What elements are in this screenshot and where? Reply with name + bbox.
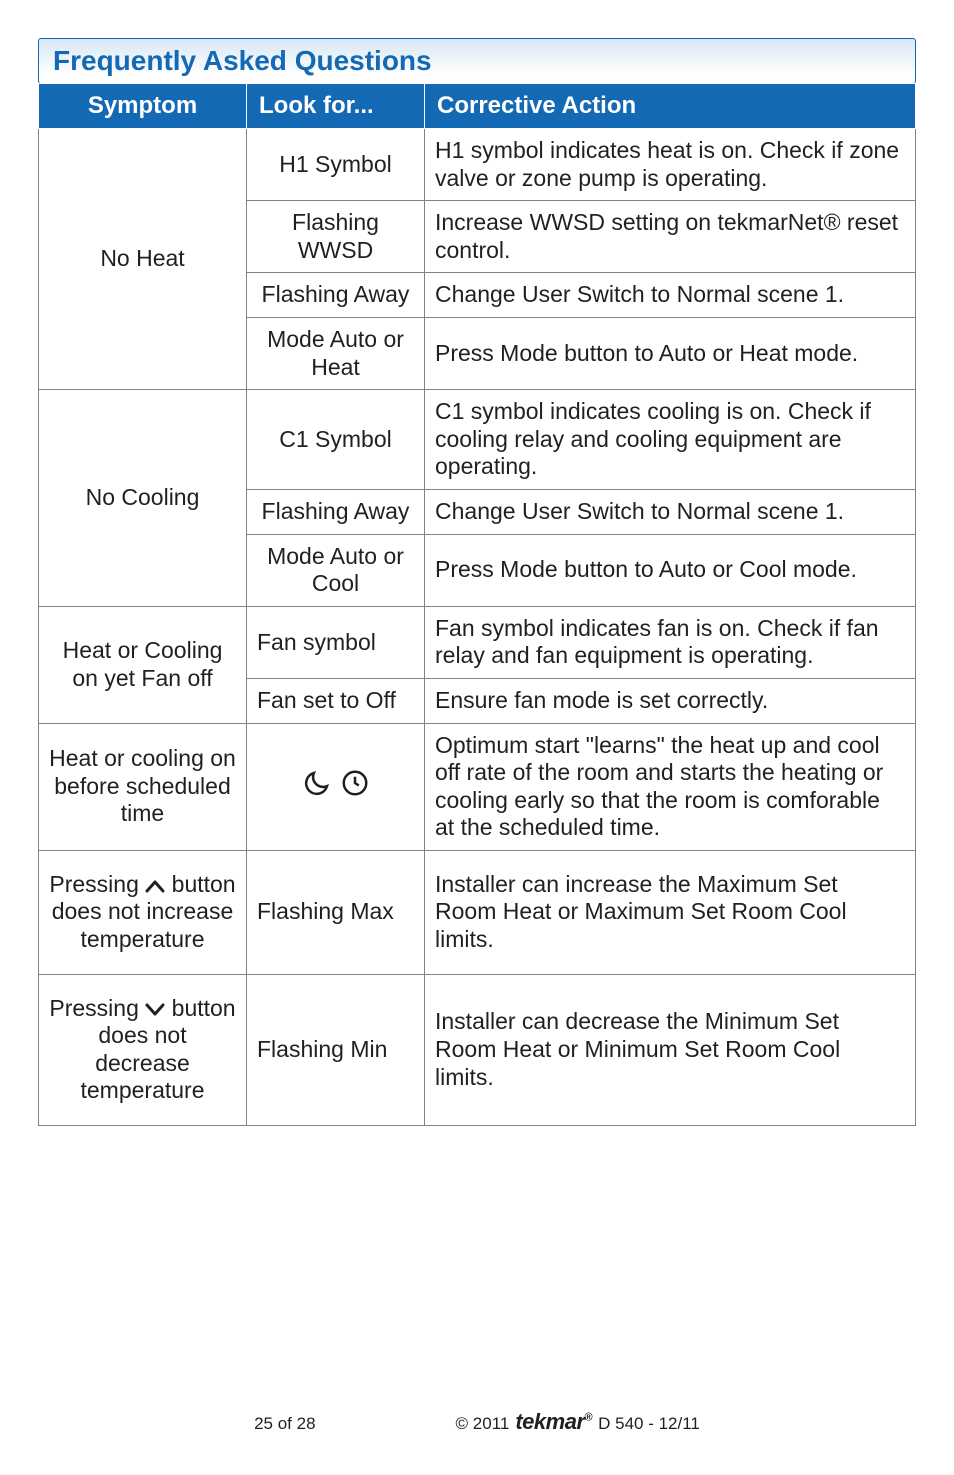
section-title: Frequently Asked Questions — [53, 45, 901, 77]
look-cell: Mode Auto or Heat — [247, 317, 425, 389]
action-cell: Change User Switch to Normal scene 1. — [425, 489, 916, 534]
look-cell: Flashing Away — [247, 489, 425, 534]
action-cell: C1 symbol indicates cooling is on. Check… — [425, 390, 916, 490]
symptom-cell: Heat or Cooling on yet Fan off — [39, 606, 247, 723]
table-header-row: Symptom Look for... Corrective Action — [39, 84, 916, 129]
symptom-cell: Pressing button does not increase temper… — [39, 850, 247, 974]
look-cell: Flashing Max — [247, 850, 425, 974]
action-cell: Ensure fan mode is set correctly. — [425, 678, 916, 723]
symptom-cell: Pressing button does not decrease temper… — [39, 974, 247, 1125]
look-cell: H1 Symbol — [247, 129, 425, 201]
col-look-for: Look for... — [247, 84, 425, 129]
look-cell: Flashing Min — [247, 974, 425, 1125]
col-action: Corrective Action — [425, 84, 916, 129]
look-cell: Flashing Away — [247, 273, 425, 318]
look-cell: Flashing WWSD — [247, 201, 425, 273]
look-cell: Fan symbol — [247, 606, 425, 678]
table-row: Pressing button does not decrease temper… — [39, 974, 916, 1125]
table-row: No Cooling C1 Symbol C1 symbol indicates… — [39, 390, 916, 490]
col-symptom: Symptom — [39, 84, 247, 129]
doc-number: D 540 - 12/11 — [598, 1414, 700, 1434]
table-row: Heat or cooling on before scheduled time… — [39, 723, 916, 850]
brand-logo: tekmar® — [515, 1409, 592, 1435]
page-number: 25 of 28 — [254, 1414, 315, 1434]
table-row: Heat or Cooling on yet Fan off Fan symbo… — [39, 606, 916, 678]
symptom-cell: No Cooling — [39, 390, 247, 607]
look-cell: C1 Symbol — [247, 390, 425, 490]
look-cell: Mode Auto or Cool — [247, 534, 425, 606]
action-cell: Press Mode button to Auto or Cool mode. — [425, 534, 916, 606]
symptom-cell: No Heat — [39, 129, 247, 390]
table-row: Pressing button does not increase temper… — [39, 850, 916, 974]
chevron-down-icon — [145, 1003, 165, 1017]
symptom-text-pre: Pressing — [49, 871, 145, 897]
action-cell: Press Mode button to Auto or Heat mode. — [425, 317, 916, 389]
action-cell: Installer can increase the Maximum Set R… — [425, 850, 916, 974]
chevron-up-icon — [145, 879, 165, 893]
action-cell: Installer can decrease the Minimum Set R… — [425, 974, 916, 1125]
section-header: Frequently Asked Questions — [38, 38, 916, 84]
look-cell: Fan set to Off — [247, 678, 425, 723]
symptom-text-pre: Pressing — [49, 995, 145, 1021]
action-cell: Change User Switch to Normal scene 1. — [425, 273, 916, 318]
action-cell: H1 symbol indicates heat is on. Check if… — [425, 129, 916, 201]
symptom-cell: Heat or cooling on before scheduled time — [39, 723, 247, 850]
moon-icon — [302, 768, 332, 798]
copyright-text: © 2011 — [456, 1414, 510, 1434]
faq-table: Symptom Look for... Corrective Action No… — [38, 83, 916, 1126]
clock-icon — [340, 768, 370, 798]
table-row: No Heat H1 Symbol H1 symbol indicates he… — [39, 129, 916, 201]
page-footer: 25 of 28 © 2011 tekmar® D 540 - 12/11 — [0, 1409, 954, 1435]
look-cell — [247, 723, 425, 850]
action-cell: Fan symbol indicates fan is on. Check if… — [425, 606, 916, 678]
action-cell: Optimum start "learns" the heat up and c… — [425, 723, 916, 850]
action-cell: Increase WWSD setting on tekmarNet® rese… — [425, 201, 916, 273]
